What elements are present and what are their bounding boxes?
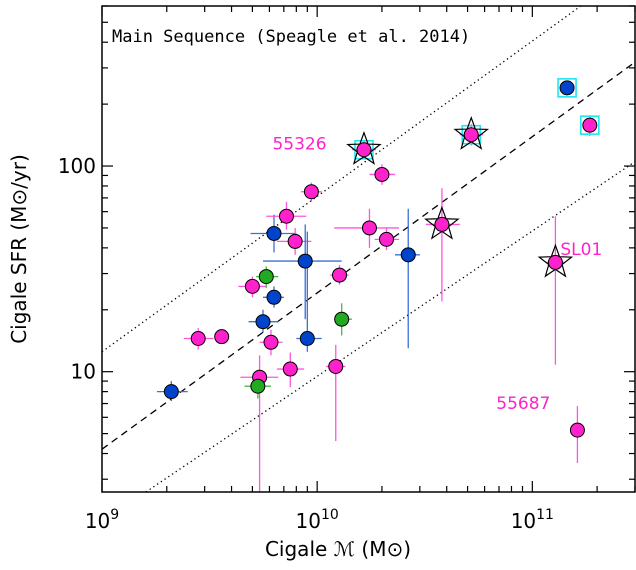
data-point-magenta xyxy=(263,334,279,350)
data-point-magenta xyxy=(361,220,377,236)
data-point-magenta xyxy=(463,127,479,143)
data-point-magenta xyxy=(582,117,598,133)
data-point-magenta xyxy=(374,166,390,182)
x-axis-label: Cigale ℳ (M⊙) xyxy=(265,537,411,561)
data-point-magenta xyxy=(434,216,450,232)
x-tick-label: 1010 xyxy=(296,507,339,533)
data-point-magenta xyxy=(569,422,585,438)
data-point-magenta xyxy=(379,231,395,247)
data-point-green xyxy=(250,378,266,394)
highlight-box xyxy=(557,78,577,98)
data-point-magenta xyxy=(303,184,319,200)
data-point-blue xyxy=(297,253,313,269)
x-tick-label: 1011 xyxy=(511,507,554,533)
source-label: 55326 xyxy=(272,135,326,155)
data-point-blue xyxy=(266,289,282,305)
data-point-green xyxy=(334,311,350,327)
data-point-blue xyxy=(400,247,416,263)
data-point-magenta xyxy=(356,142,372,158)
data-point-magenta xyxy=(214,329,230,345)
data-point-blue xyxy=(163,384,179,400)
chart-title: Main Sequence (Speagle et al. 2014) xyxy=(112,27,470,47)
data-point-blue xyxy=(266,225,282,241)
data-point-blue xyxy=(299,331,315,346)
data-point-blue xyxy=(255,314,271,330)
data-point-magenta xyxy=(328,358,344,374)
x-tick-label: 109 xyxy=(85,507,119,533)
scatter-bound-line-2 xyxy=(145,161,635,492)
y-tick-label: 10 xyxy=(71,360,96,384)
data-point-magenta xyxy=(332,267,348,283)
main-sequence-line-0 xyxy=(102,61,635,450)
data-point-magenta xyxy=(282,361,298,377)
highlight-box xyxy=(580,115,600,135)
plot-frame xyxy=(101,5,636,493)
y-axis-label: Cigale SFR (M⊙/yr) xyxy=(7,154,31,344)
data-point-magenta xyxy=(278,208,294,224)
data-point-magenta xyxy=(547,254,563,270)
data-point-green xyxy=(258,269,274,285)
data-point-magenta xyxy=(287,233,303,249)
source-label: 55687 xyxy=(496,394,550,414)
data-point-magenta xyxy=(244,278,260,294)
y-tick-label: 100 xyxy=(58,154,96,178)
data-point-blue xyxy=(559,80,575,96)
source-label: SL01 xyxy=(560,240,602,260)
data-point-magenta xyxy=(190,331,206,346)
